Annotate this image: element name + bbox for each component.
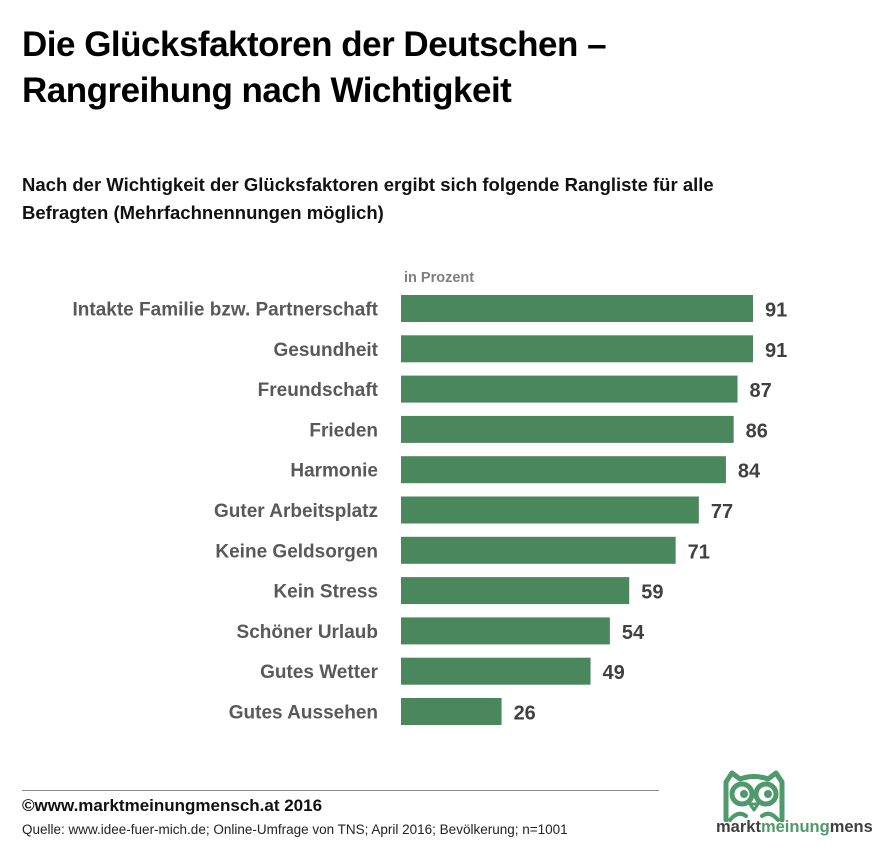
bar-7	[401, 577, 630, 605]
category-label: Keine Geldsorgen	[215, 541, 378, 562]
subtitle-line-1: Nach der Wichtigkeit der Glücksfaktoren …	[22, 174, 714, 195]
subtitle-line-2: Befragten (Mehrfachnennungen möglich)	[22, 202, 384, 223]
bar-4	[401, 456, 726, 484]
bar-1	[401, 335, 753, 363]
data-label: 77	[711, 501, 733, 523]
bar-8	[401, 617, 610, 645]
title-line-2: Rangreihung nach Wichtigkeit	[22, 71, 512, 110]
data-label: 84	[738, 461, 761, 483]
data-label: 54	[622, 622, 645, 644]
category-label: Frieden	[309, 420, 378, 441]
source-note: Quelle: www.idee-fuer-mich.de; Online-Um…	[22, 822, 568, 837]
copyright: ©www.marktmeinungmensch.at 2016	[22, 796, 323, 815]
category-label: Gutes Wetter	[260, 662, 379, 683]
data-label: 71	[688, 541, 710, 563]
bar-5	[401, 496, 699, 524]
footer-divider	[22, 790, 659, 791]
data-label: 49	[603, 662, 625, 684]
bar-2	[401, 375, 738, 403]
bar-chart: Intakte Familie bzw. Partnerschaft 91 Gesu…	[73, 295, 787, 725]
category-label: Gutes Aussehen	[229, 703, 378, 724]
bar-10	[401, 698, 502, 725]
page-title: Die Glücksfaktoren der Deutschen – Rangr…	[22, 22, 862, 114]
unit-label: in Prozent	[404, 270, 475, 286]
category-label: Gesundheit	[273, 340, 378, 361]
brand-logo: marktmeinungmensch	[716, 770, 872, 846]
bar-9	[401, 657, 591, 685]
data-label: 91	[765, 340, 787, 362]
data-label: 26	[514, 703, 536, 725]
subtitle: Nach der Wichtigkeit der Glücksfaktoren …	[22, 171, 862, 227]
data-label: 59	[641, 582, 663, 604]
bar-6	[401, 536, 676, 564]
title-line-1: Die Glücksfaktoren der Deutschen –	[22, 25, 607, 64]
category-label: Kein Stress	[273, 582, 378, 603]
category-label: Intakte Familie bzw. Partnerschaft	[73, 300, 379, 321]
data-label: 91	[765, 300, 787, 322]
category-label: Schöner Urlaub	[237, 622, 378, 643]
bar-0	[401, 295, 753, 322]
logo-wordmark: marktmeinungmensch	[716, 818, 872, 836]
category-label: Guter Arbeitsplatz	[214, 501, 378, 522]
category-label: Harmonie	[290, 461, 378, 482]
category-label: Freundschaft	[258, 380, 379, 401]
owl-icon	[723, 770, 785, 822]
bar-3	[401, 415, 734, 443]
data-label: 87	[750, 380, 772, 402]
data-label: 86	[746, 420, 768, 442]
